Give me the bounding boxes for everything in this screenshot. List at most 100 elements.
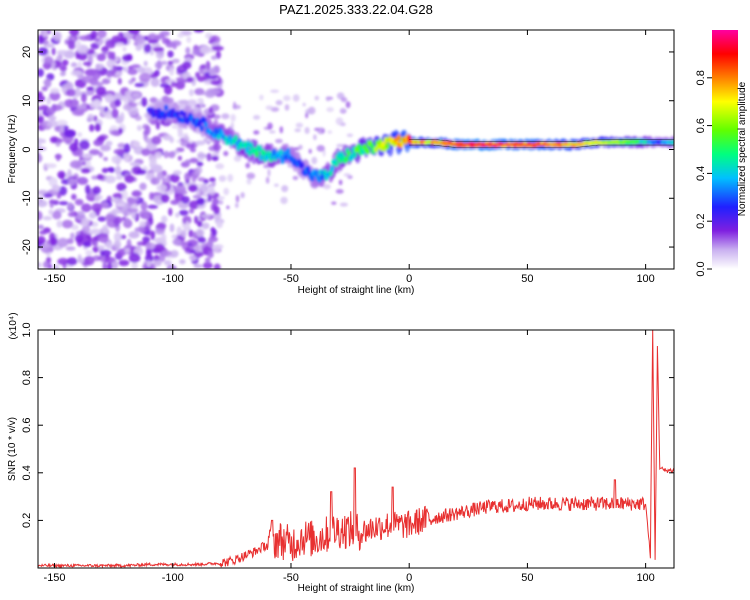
heatmap-noise-cell bbox=[100, 249, 112, 257]
heatmap-noise-cell bbox=[185, 47, 191, 55]
heatmap-noise-cell bbox=[155, 121, 160, 130]
heatmap-noise-cell bbox=[100, 144, 111, 152]
heatmap-noise-cell bbox=[80, 168, 91, 174]
heatmap-noise-cell bbox=[172, 238, 182, 246]
heatmap-ridge-cell bbox=[278, 148, 284, 156]
heatmap-noise-cell bbox=[93, 240, 98, 247]
heatmap-noise-cell bbox=[131, 92, 141, 99]
x-tick-label: 100 bbox=[636, 572, 654, 584]
heatmap-noise-cell bbox=[195, 166, 203, 174]
heatmap-noise-cell bbox=[102, 224, 109, 235]
heatmap-noise-cell bbox=[61, 219, 74, 229]
heatmap-noise-cell bbox=[147, 39, 159, 44]
heatmap-noise-cell bbox=[38, 210, 43, 221]
heatmap-noise-cell bbox=[38, 106, 44, 111]
heatmap-noise-cell bbox=[294, 128, 302, 133]
heatmap-noise-cell bbox=[42, 216, 53, 221]
heatmap-noise-cell bbox=[41, 86, 48, 92]
heatmap-noise-cell bbox=[343, 173, 351, 177]
heatmap-noise-cell bbox=[182, 215, 192, 225]
heatmap-noise-cell bbox=[217, 196, 225, 200]
heatmap-noise-cell bbox=[152, 47, 164, 52]
heatmap-noise-cell bbox=[110, 129, 120, 136]
y-tick-label: 0.2 bbox=[21, 513, 33, 528]
ridge-guide-line bbox=[409, 139, 674, 142]
heatmap-noise-cell bbox=[200, 185, 209, 192]
heatmap-noise-cell bbox=[137, 66, 145, 74]
heatmap-noise-cell bbox=[172, 42, 177, 50]
heatmap-noise-cell bbox=[314, 95, 320, 101]
x-tick-label: 0 bbox=[406, 273, 412, 285]
y-tick-label: 0.4 bbox=[21, 465, 33, 480]
heatmap-noise-cell bbox=[188, 200, 201, 210]
heatmap-noise-cell bbox=[78, 35, 91, 41]
heatmap-noise-cell bbox=[58, 186, 68, 196]
heatmap-noise-cell bbox=[292, 94, 300, 102]
heatmap-noise-cell bbox=[95, 64, 103, 71]
heatmap-noise-cell bbox=[325, 96, 331, 102]
heatmap-noise-cell bbox=[265, 105, 274, 110]
heatmap-noise-cell bbox=[215, 163, 225, 170]
heatmap-noise-cell bbox=[69, 160, 82, 169]
heatmap-noise-cell bbox=[124, 174, 135, 184]
heatmap-noise-cell bbox=[167, 50, 174, 58]
heatmap-noise-cell bbox=[77, 254, 82, 264]
heatmap-noise-cell bbox=[124, 217, 130, 225]
heatmap-noise-cell bbox=[163, 260, 172, 266]
heatmap-noise-cell bbox=[134, 82, 145, 88]
heatmap-noise-cell bbox=[126, 196, 134, 203]
heatmap-noise-cell bbox=[76, 176, 89, 185]
heatmap-noise-cell bbox=[44, 78, 52, 88]
heatmap-noise-cell bbox=[146, 260, 152, 268]
heatmap-noise-cell bbox=[49, 88, 60, 94]
heatmap-noise-cell bbox=[59, 71, 66, 77]
heatmap-noise-cell bbox=[131, 77, 136, 82]
heatmap-noise-cell bbox=[267, 122, 273, 130]
heatmap-noise-cell bbox=[96, 245, 106, 250]
heatmap-ridge-cell bbox=[329, 165, 335, 172]
x-tick-label: -150 bbox=[44, 273, 66, 285]
heatmap-noise-cell bbox=[161, 215, 168, 224]
heatmap-noise-cell bbox=[96, 53, 107, 62]
heatmap-noise-cell bbox=[197, 197, 205, 206]
heatmap-noise-cell bbox=[91, 71, 101, 80]
heatmap-ridge-cell bbox=[233, 135, 238, 142]
heatmap-noise-cell bbox=[181, 196, 190, 204]
heatmap-noise-cell bbox=[186, 143, 195, 149]
heatmap-noise-cell bbox=[104, 175, 116, 184]
heatmap-noise-cell bbox=[82, 61, 92, 66]
heatmap-noise-cell bbox=[149, 49, 154, 56]
heatmap-noise-cell bbox=[142, 212, 150, 220]
heatmap-noise-cell bbox=[116, 182, 127, 192]
heatmap-noise-cell bbox=[71, 224, 79, 231]
heatmap-noise-cell bbox=[113, 232, 122, 242]
heatmap-noise-cell bbox=[51, 184, 61, 192]
heatmap-noise-cell bbox=[245, 162, 251, 169]
heatmap-noise-cell bbox=[38, 262, 42, 268]
heatmap-noise-cell bbox=[128, 231, 140, 239]
heatmap-noise-cell bbox=[127, 68, 138, 75]
heatmap-noise-cell bbox=[75, 40, 82, 51]
heatmap-noise-cell bbox=[162, 177, 167, 185]
heatmap-noise-cell bbox=[161, 233, 167, 242]
heatmap-noise-cell bbox=[167, 60, 174, 65]
ridge-guide-line bbox=[409, 144, 674, 148]
heatmap-noise-cell bbox=[56, 138, 64, 144]
heatmap-noise-cell bbox=[188, 184, 198, 192]
heatmap-noise-cell bbox=[323, 183, 331, 190]
snr-y-axis: 0.2 0.4 0.6 0.8 1.0 bbox=[21, 322, 674, 528]
heatmap-noise-cell bbox=[114, 99, 122, 107]
heatmap-noise-cell bbox=[57, 170, 66, 179]
heatmap-noise-cell bbox=[81, 203, 92, 213]
heatmap-noise-cell bbox=[192, 231, 197, 239]
heatmap-noise-cell bbox=[88, 149, 100, 156]
spectrogram-x-axis: -150 -100 -50 0 50 100 bbox=[44, 30, 655, 285]
heatmap-noise-cell bbox=[179, 259, 186, 265]
heatmap-noise-cell bbox=[209, 177, 216, 183]
heatmap-noise-cell bbox=[235, 202, 239, 208]
heatmap-noise-cell bbox=[188, 229, 194, 238]
x-tick-label: 100 bbox=[636, 273, 654, 285]
heatmap-noise-cell bbox=[140, 201, 148, 211]
heatmap-noise-cell bbox=[66, 89, 77, 97]
heatmap-ridge-cell bbox=[385, 143, 390, 150]
